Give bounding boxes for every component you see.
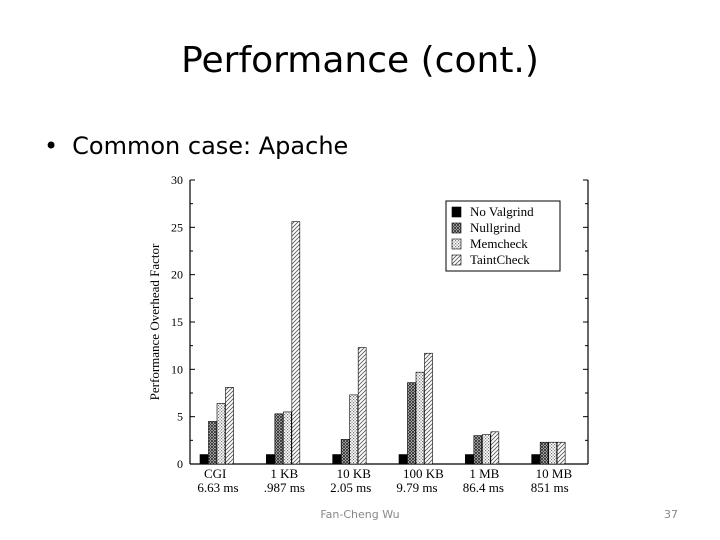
x-tick-sublabel: .987 ms (264, 480, 305, 495)
bullet-icon: • (44, 132, 59, 160)
y-tick-label: 5 (177, 410, 183, 424)
legend-label: Memcheck (470, 236, 528, 251)
y-tick-label: 0 (177, 457, 183, 471)
x-tick-sublabel: 851 ms (531, 480, 569, 495)
legend-label: Nullgrind (470, 220, 521, 235)
legend-swatch (451, 206, 462, 218)
bar-memcheck (482, 434, 491, 465)
y-tick-label: 30 (171, 173, 183, 187)
legend-box (445, 200, 561, 272)
bar-taintcheck (225, 387, 234, 465)
bar-nullgrind (539, 441, 549, 465)
bar-memcheck (548, 441, 557, 465)
y-tick-label: 25 (171, 220, 183, 234)
bar-nullgrind (208, 421, 217, 465)
bullet-item: • Common case: Apache (44, 132, 348, 160)
x-tick-label: CGI (204, 466, 226, 481)
bar-taintcheck (357, 347, 367, 465)
bar-taintcheck (424, 352, 433, 465)
bar-no-valgrind (332, 454, 341, 465)
legend-swatch (451, 222, 462, 234)
x-tick-label: 10 KB (337, 466, 372, 481)
bar-nullgrind (274, 413, 284, 465)
bar-nullgrind (407, 382, 416, 465)
bar-memcheck (283, 411, 292, 465)
x-tick-label: 10 MB (536, 466, 573, 481)
plot-area: 0 5 10 15 20 25 30 Performance Overhead Factor C… (147, 173, 589, 495)
y-tick-label: 20 (171, 268, 183, 282)
bar-taintcheck (490, 431, 500, 465)
x-tick-label: 1 MB (469, 466, 499, 481)
bar-nullgrind (340, 439, 350, 465)
bar-memcheck (415, 371, 425, 465)
x-tick-sublabel: 6.63 ms (197, 480, 238, 495)
x-tick-sublabel: 86.4 ms (463, 480, 504, 495)
slide-title: Performance (cont.) (181, 40, 539, 81)
x-tick-label: 100 KB (403, 466, 444, 481)
footer-author: Fan-Cheng Wu (320, 508, 400, 521)
y-tick-label: 15 (171, 315, 183, 329)
bar-taintcheck (291, 221, 301, 465)
bar-chart: 0 5 10 15 20 25 30 Performance Overhead Factor C… (147, 173, 589, 495)
legend-swatch (451, 254, 462, 266)
bar-nullgrind (473, 435, 483, 465)
x-tick-sublabel: 9.79 ms (396, 480, 437, 495)
legend-label: No Valgrind (470, 204, 534, 219)
slide-number: 37 (664, 508, 678, 521)
x-tick-sublabel: 2.05 ms (330, 480, 371, 495)
bar-no-valgrind (465, 454, 474, 465)
bullet-text: Common case: Apache (72, 132, 349, 160)
legend-swatch (451, 238, 462, 250)
y-axis-label: Performance Overhead Factor (147, 243, 162, 400)
y-tick-label: 10 (171, 362, 183, 376)
x-tick-label: 1 KB (270, 466, 298, 481)
bar-no-valgrind (199, 454, 209, 465)
bar-no-valgrind (531, 454, 540, 465)
bar-no-valgrind (398, 454, 408, 465)
bar-taintcheck (556, 441, 566, 465)
legend-label: TaintCheck (470, 252, 530, 267)
bar-memcheck (349, 394, 358, 465)
bar-no-valgrind (266, 454, 275, 465)
bar-memcheck (216, 403, 226, 465)
